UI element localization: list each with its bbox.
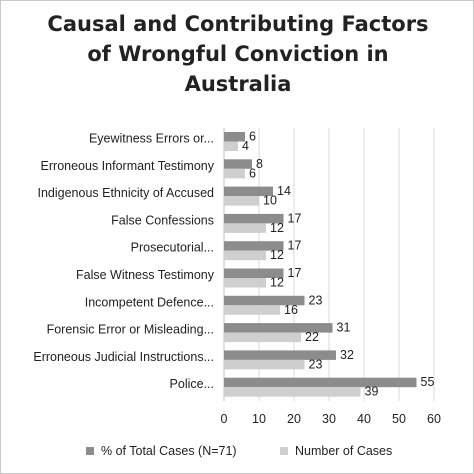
category-label: False Witness Testimony — [76, 268, 215, 282]
data-label: 17 — [288, 239, 302, 253]
data-label: 10 — [263, 194, 277, 208]
data-label: 55 — [421, 375, 435, 389]
category-label: Erroneous Judicial Instructions... — [33, 350, 214, 364]
bar-count — [224, 141, 238, 151]
bar-count — [224, 278, 266, 288]
data-label: 39 — [365, 385, 379, 399]
legend-swatch — [86, 447, 94, 455]
category-label: Eyewitness Errors or... — [89, 132, 214, 146]
bar-count — [224, 359, 305, 370]
data-label: 8 — [256, 157, 263, 171]
data-label: 32 — [340, 348, 354, 362]
category-label: Police... — [170, 377, 214, 391]
category-label: Indigenous Ethnicity of Accused — [37, 186, 214, 200]
data-label: 12 — [270, 276, 284, 290]
bar-pct — [224, 186, 273, 197]
bar-pct — [224, 350, 336, 360]
data-label: 16 — [284, 303, 298, 317]
data-label: 17 — [288, 266, 302, 280]
bar-count — [224, 250, 266, 261]
bar-count — [224, 332, 301, 343]
legend-label: Number of Cases — [295, 444, 392, 458]
bar-count — [224, 223, 266, 233]
bar-pct — [224, 159, 252, 169]
bar-count — [224, 305, 280, 315]
x-tick-label: 40 — [357, 412, 371, 426]
chart-title: Causal and Contributing Factors of Wrong… — [1, 9, 474, 99]
category-label: Incompetent Defence... — [85, 295, 214, 309]
category-label: Erroneous Informant Testimony — [41, 159, 215, 173]
data-label: 14 — [277, 184, 291, 198]
bar-pct — [224, 295, 305, 306]
chart-title-line-2: of Wrongful Conviction in — [87, 42, 389, 66]
data-label: 23 — [309, 357, 323, 371]
x-tick-label: 10 — [252, 412, 266, 426]
category-label: Forensic Error or Misleading... — [47, 323, 214, 337]
x-tick-label: 30 — [322, 412, 336, 426]
data-label: 12 — [270, 221, 284, 235]
x-tick-label: 50 — [392, 412, 406, 426]
data-label: 31 — [337, 321, 351, 335]
x-tick-label: 0 — [221, 412, 228, 426]
data-label: 12 — [270, 248, 284, 262]
bar-count — [224, 387, 361, 397]
category-label: False Confessions — [111, 213, 214, 227]
x-tick-label: 20 — [287, 412, 301, 426]
category-label: Prosecutorial... — [131, 241, 214, 255]
bar-pct — [224, 323, 333, 333]
bar-count — [224, 196, 259, 206]
data-label: 6 — [249, 166, 256, 180]
legend-swatch — [280, 447, 288, 455]
bar-pct — [224, 241, 284, 251]
bar-pct — [224, 132, 245, 142]
bar-count — [224, 168, 245, 179]
chart-title-line-1: Causal and Contributing Factors — [47, 12, 429, 36]
data-label: 22 — [305, 330, 319, 344]
legend-label: % of Total Cases (N=71) — [101, 444, 237, 458]
data-label: 23 — [309, 293, 323, 307]
data-label: 6 — [249, 130, 256, 144]
bar-pct — [224, 213, 284, 224]
data-label: 4 — [242, 139, 249, 153]
data-label: 17 — [288, 211, 302, 225]
bar-pct — [224, 377, 417, 388]
x-tick-label: 60 — [427, 412, 441, 426]
bar-pct — [224, 268, 284, 278]
chart-title-line-3: Australia — [184, 72, 292, 96]
